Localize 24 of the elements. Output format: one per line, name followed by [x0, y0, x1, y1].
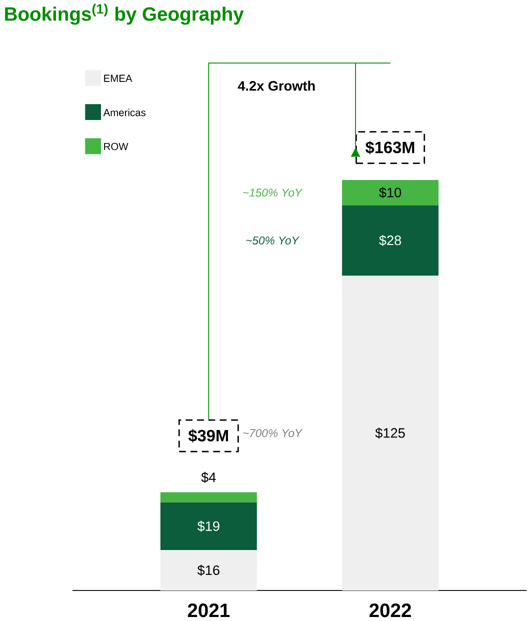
bar: [160, 492, 257, 502]
data-label: $19: [197, 520, 220, 532]
annotation: ~700% YoY: [243, 429, 303, 438]
legend-label: ROW: [104, 142, 128, 150]
bar: [342, 205, 439, 276]
x-tick-label: 2021: [188, 604, 230, 618]
bar: [342, 276, 439, 590]
bar: [160, 502, 257, 550]
legend-label: EMEA: [104, 74, 132, 82]
data-label: $28: [379, 234, 402, 246]
bar: [160, 550, 257, 590]
x-tick-label: 2022: [370, 604, 411, 618]
annotation: ~150% YoY: [243, 188, 303, 197]
total-label: $163M: [366, 140, 414, 154]
legend-label: Americas: [103, 108, 146, 116]
text: 4.2x Growth: [238, 80, 315, 91]
total-label: $39M: [188, 429, 228, 442]
chart-title: Bookings$^{(1)}$ by Geography: [5, 4, 244, 25]
bar: [342, 180, 439, 206]
data-label: $125: [375, 428, 405, 439]
annotation: ~50% YoY: [246, 236, 300, 244]
data-label: $4: [201, 472, 216, 483]
data-label: $10: [379, 187, 402, 198]
data-label: $16: [197, 564, 220, 576]
